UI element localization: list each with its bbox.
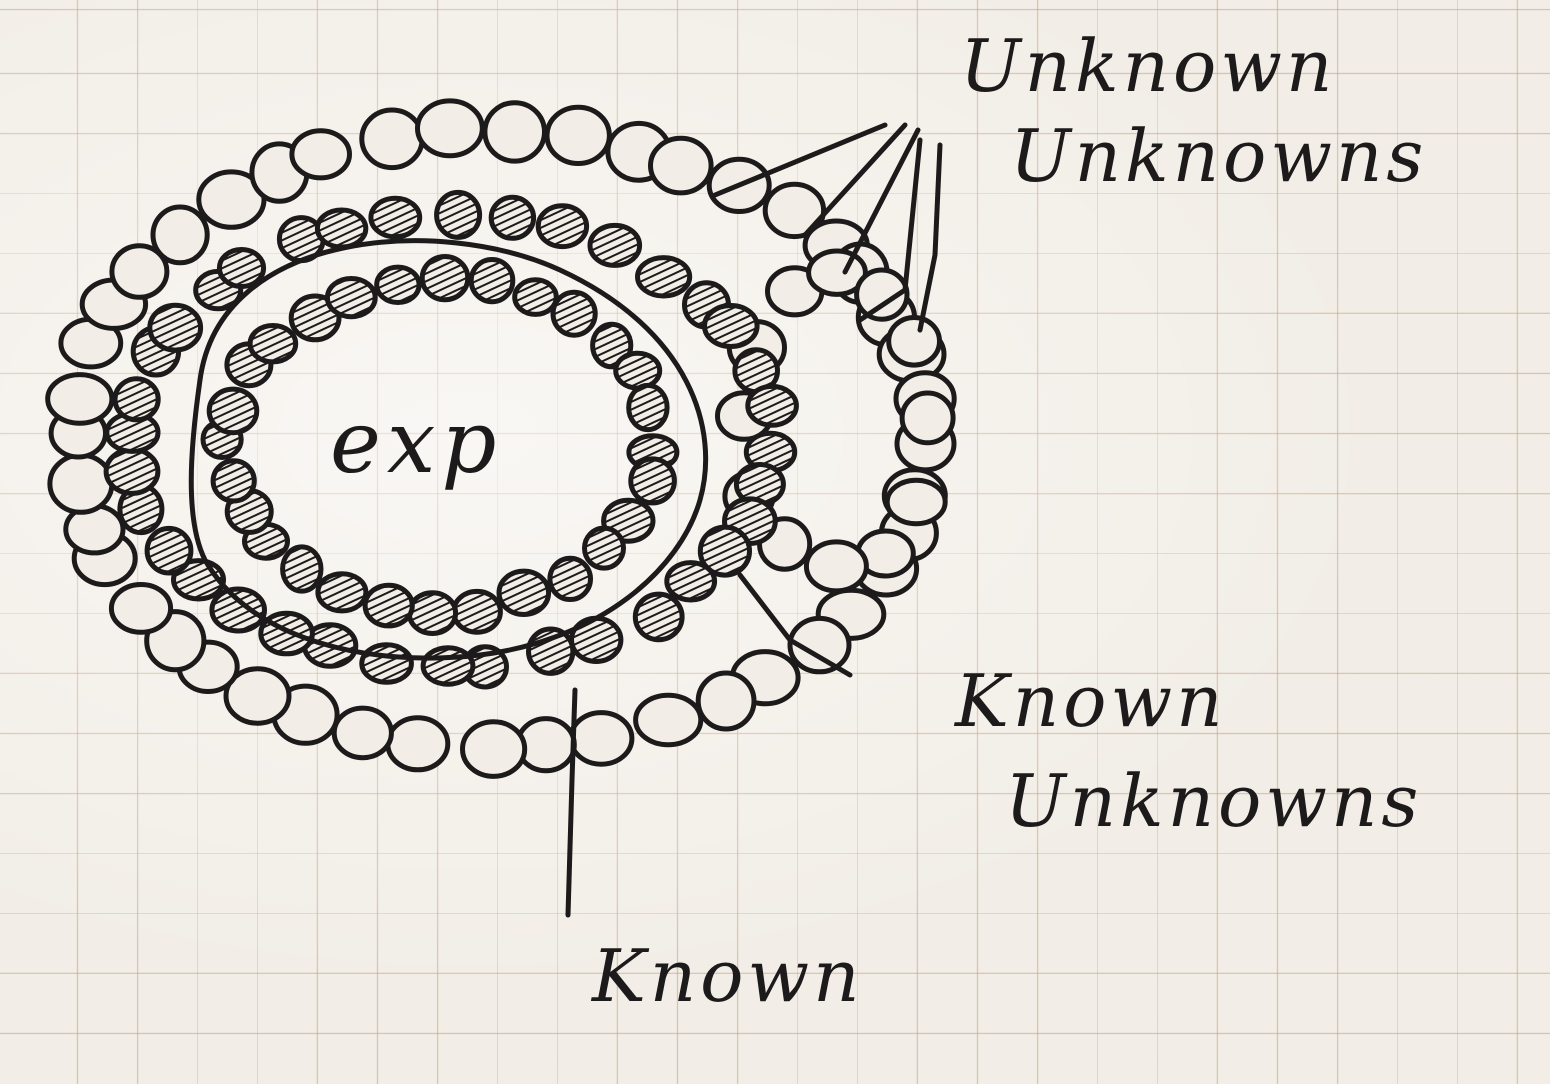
unknown-unknown-circle xyxy=(196,169,267,230)
known-circle xyxy=(288,293,342,343)
known-unknown-circle xyxy=(216,247,267,289)
known-circle xyxy=(419,254,471,303)
known-unknown-circle xyxy=(635,255,693,299)
known-circle xyxy=(451,588,503,635)
leader-line-unknown-5 xyxy=(917,142,943,333)
known-unknown-circle xyxy=(697,524,753,578)
leader-line-unknown-2 xyxy=(802,122,908,238)
unknown-unknown-circle xyxy=(109,243,170,300)
known-circle xyxy=(247,323,299,365)
leader-line-unknown-4 xyxy=(857,137,923,323)
known-unknown-circle xyxy=(535,203,590,250)
known-unknown-circle xyxy=(632,591,685,643)
known-circle xyxy=(210,458,257,504)
known-unknown-circle xyxy=(420,645,476,687)
unknown-unknown-circle xyxy=(544,104,612,166)
known-circle xyxy=(324,276,378,320)
unknown-unknown-circle xyxy=(803,539,869,594)
known-unknown-circle xyxy=(587,222,643,268)
unknown-unknown-circle xyxy=(385,715,451,773)
label-known: Known xyxy=(592,934,864,1018)
unknown-unknown-circle xyxy=(899,390,956,446)
label-unknown-unknowns-line-2: Unknowns xyxy=(1010,114,1428,198)
known-unknown-circle xyxy=(526,626,576,676)
unknown-unknown-circle xyxy=(359,107,425,171)
known-circle xyxy=(550,289,598,338)
known-circle xyxy=(406,590,459,636)
unknown-unknown-circle xyxy=(648,135,714,196)
unknown-unknown-circle xyxy=(886,315,942,368)
unknown-unknown-circle xyxy=(884,477,948,527)
unknown-unknown-circle xyxy=(150,204,210,266)
known-circle xyxy=(362,582,415,629)
known-unknown-circle xyxy=(664,560,718,603)
known-unknown-circle xyxy=(368,195,423,240)
label-unknown-unknowns-line-1: Unknown xyxy=(960,24,1337,108)
known-circle xyxy=(512,277,559,317)
unknown-unknown-circle xyxy=(108,582,174,635)
unknown-unknown-circle xyxy=(415,98,485,159)
label-known-unknowns-line-1: Known xyxy=(955,659,1227,743)
known-circle xyxy=(280,544,324,594)
unknown-unknown-circle xyxy=(45,372,115,426)
known-unknown-circle xyxy=(147,302,204,353)
unknown-unknown-circle xyxy=(460,719,528,779)
unknown-unknown-circle xyxy=(695,670,757,732)
known-circle xyxy=(613,350,663,391)
known-unknown-circle xyxy=(745,383,799,428)
center-label-exp: exp xyxy=(330,393,503,493)
known-unknown-circle xyxy=(144,525,194,576)
known-unknowns-ring xyxy=(103,189,799,690)
known-circle xyxy=(206,386,260,436)
unknown-unknown-circle xyxy=(331,705,394,761)
leader-lines xyxy=(565,122,943,918)
known-circle xyxy=(547,555,594,603)
known-circle xyxy=(582,525,626,571)
known-unknown-circle xyxy=(112,376,161,423)
known-unknown-circle xyxy=(359,642,414,685)
known-circle xyxy=(315,571,369,614)
known-unknown-circle xyxy=(434,189,483,240)
known-unknown-circle xyxy=(314,207,369,250)
unknown-unknown-circle xyxy=(762,181,827,240)
unknown-unknown-circle xyxy=(289,128,353,181)
label-known-unknowns-line-2: Unknowns xyxy=(1005,759,1423,843)
leader-line-known-unknowns xyxy=(737,572,853,678)
unknown-unknown-circle xyxy=(854,267,910,322)
unknown-unknown-circle xyxy=(633,692,704,748)
unknown-unknown-circle xyxy=(482,100,548,164)
leader-line-known xyxy=(565,687,578,918)
unknown-unknown-circle xyxy=(787,615,852,675)
known-circle xyxy=(628,456,677,506)
leader-line-unknown-1 xyxy=(712,122,888,198)
known-unknown-circle xyxy=(209,586,267,634)
leader-line-unknown-3 xyxy=(842,127,921,275)
unknown-unknown-circle xyxy=(223,666,292,726)
known-circle xyxy=(374,264,422,305)
known-circle xyxy=(468,257,516,305)
inner-boundary-curve xyxy=(188,238,709,661)
unknown-unknown-circle xyxy=(47,452,115,515)
known-circle xyxy=(496,568,552,617)
known-unknown-circle xyxy=(103,446,161,496)
known-ring xyxy=(200,254,680,636)
known-unknown-circle xyxy=(702,303,760,349)
known-unknown-circle xyxy=(488,194,537,241)
unknown-unknown-circle xyxy=(568,710,635,767)
known-circle xyxy=(626,382,670,433)
